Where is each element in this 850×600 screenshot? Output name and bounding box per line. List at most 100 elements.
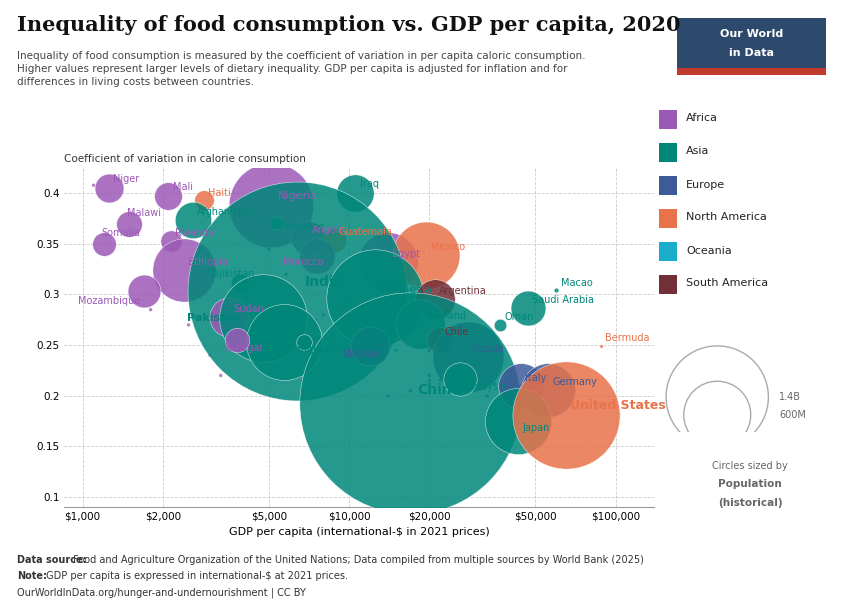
Point bbox=[287, 305, 301, 314]
Point bbox=[381, 391, 394, 400]
Point bbox=[524, 391, 537, 400]
Text: Japan: Japan bbox=[522, 424, 549, 433]
Point bbox=[568, 386, 581, 395]
Text: Pakistan: Pakistan bbox=[186, 313, 241, 323]
Point bbox=[372, 284, 386, 294]
Text: Ukraine: Ukraine bbox=[343, 349, 380, 359]
Text: Niger: Niger bbox=[114, 174, 139, 184]
Text: Food and Agriculture Organization of the United Nations; Data compiled from mult: Food and Agriculture Organization of the… bbox=[70, 555, 643, 565]
Point bbox=[422, 346, 436, 355]
Text: Saudi Arabia: Saudi Arabia bbox=[532, 295, 594, 305]
Point bbox=[301, 233, 314, 242]
Point bbox=[487, 379, 501, 388]
Point bbox=[434, 335, 447, 345]
Point bbox=[279, 269, 292, 279]
Text: Africa: Africa bbox=[686, 113, 718, 124]
Point bbox=[511, 416, 524, 426]
Text: Tajikistan: Tajikistan bbox=[209, 269, 255, 279]
Point bbox=[324, 335, 337, 345]
Text: OurWorldInData.org/hunger-and-undernourishment | CC BY: OurWorldInData.org/hunger-and-undernouri… bbox=[17, 587, 306, 598]
Text: Europe: Europe bbox=[686, 179, 725, 190]
Point bbox=[404, 398, 417, 407]
Point bbox=[164, 236, 178, 245]
Point bbox=[291, 287, 304, 296]
Point bbox=[533, 393, 547, 403]
Text: Morocco: Morocco bbox=[282, 257, 323, 267]
Text: Nigeria: Nigeria bbox=[278, 191, 318, 201]
Point bbox=[144, 305, 157, 314]
Text: Senegal: Senegal bbox=[224, 343, 263, 353]
Point bbox=[469, 381, 483, 391]
Point bbox=[197, 196, 211, 205]
Point bbox=[559, 410, 573, 420]
Text: Inequality of food consumption vs. GDP per capita, 2020: Inequality of food consumption vs. GDP p… bbox=[17, 15, 681, 35]
Point bbox=[372, 320, 386, 329]
Point bbox=[230, 335, 244, 345]
Point bbox=[513, 381, 527, 391]
Text: 600M: 600M bbox=[779, 410, 807, 420]
Point bbox=[480, 391, 494, 400]
Point bbox=[453, 374, 467, 384]
Text: North America: North America bbox=[686, 212, 767, 223]
Text: Iraq: Iraq bbox=[360, 179, 379, 189]
Point bbox=[46, 299, 60, 308]
Point bbox=[327, 235, 341, 245]
Point bbox=[354, 320, 367, 329]
Point bbox=[397, 332, 411, 342]
Bar bbox=[659, 242, 677, 262]
Point bbox=[444, 361, 457, 370]
Point bbox=[287, 295, 301, 304]
Text: Italy: Italy bbox=[524, 373, 546, 383]
Point bbox=[559, 386, 573, 395]
Point bbox=[389, 295, 403, 304]
Point bbox=[316, 310, 330, 320]
Text: Coefficient of variation in calorie consumption: Coefficient of variation in calorie cons… bbox=[64, 154, 306, 164]
Point bbox=[368, 293, 382, 302]
Text: Indonesia: Indonesia bbox=[379, 285, 433, 295]
Text: Burundi: Burundi bbox=[0, 599, 1, 600]
Text: South America: South America bbox=[686, 278, 768, 289]
Point bbox=[256, 313, 269, 323]
Text: Asia: Asia bbox=[686, 146, 710, 157]
Text: Population: Population bbox=[718, 479, 782, 490]
Text: Russia: Russia bbox=[473, 344, 504, 355]
Point bbox=[462, 352, 475, 362]
Point bbox=[330, 305, 343, 314]
Point bbox=[122, 219, 136, 229]
Text: Haiti: Haiti bbox=[208, 188, 230, 197]
Point bbox=[269, 218, 282, 227]
Text: GDP per capita is expressed in international-$ at 2021 prices.: GDP per capita is expressed in internati… bbox=[43, 571, 348, 581]
Text: Mexico: Mexico bbox=[430, 242, 465, 252]
Point bbox=[264, 200, 278, 210]
Text: Circles sized by: Circles sized by bbox=[712, 461, 788, 471]
FancyBboxPatch shape bbox=[677, 18, 826, 75]
Text: Laos: Laos bbox=[309, 344, 332, 355]
Point bbox=[354, 330, 367, 340]
Text: Egypt: Egypt bbox=[392, 250, 420, 259]
Text: Germany: Germany bbox=[552, 377, 598, 387]
Point bbox=[233, 278, 246, 288]
Text: China: China bbox=[417, 383, 462, 397]
Text: Bermuda: Bermuda bbox=[605, 334, 649, 343]
Point bbox=[487, 373, 501, 382]
Text: Somalia: Somalia bbox=[101, 229, 140, 238]
Point bbox=[186, 215, 200, 224]
Point bbox=[337, 300, 350, 310]
Text: Inequality of food consumption is measured by the coefficient of variation in pe: Inequality of food consumption is measur… bbox=[17, 51, 586, 88]
Point bbox=[540, 376, 553, 385]
Text: 1.4B: 1.4B bbox=[779, 392, 802, 402]
Text: Our World: Our World bbox=[720, 29, 784, 39]
Text: Note:: Note: bbox=[17, 571, 47, 581]
Point bbox=[330, 320, 343, 329]
Point bbox=[304, 325, 318, 335]
Point bbox=[354, 315, 367, 325]
Point bbox=[214, 371, 228, 380]
Bar bbox=[659, 143, 677, 163]
Point bbox=[550, 286, 564, 295]
Point bbox=[87, 181, 100, 190]
Point bbox=[389, 346, 403, 355]
Point bbox=[162, 191, 175, 201]
Point bbox=[309, 315, 322, 325]
Point bbox=[494, 320, 507, 329]
Point bbox=[559, 391, 573, 400]
